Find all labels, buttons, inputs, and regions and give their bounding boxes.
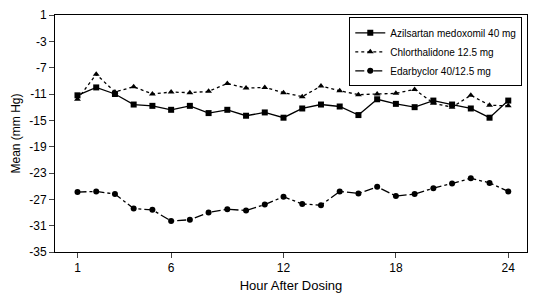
svg-text:24: 24 [502, 261, 516, 275]
svg-text:Azilsartan medoxomil 40 mg: Azilsartan medoxomil 40 mg [390, 28, 516, 39]
svg-text:-11: -11 [30, 87, 47, 101]
svg-text:12: 12 [277, 261, 291, 275]
svg-text:1: 1 [40, 8, 47, 22]
svg-text:18: 18 [389, 261, 403, 275]
svg-text:6: 6 [168, 261, 175, 275]
svg-text:-3: -3 [36, 35, 47, 49]
svg-text:-15: -15 [29, 114, 47, 128]
svg-text:Mean (mm Hg): Mean (mm Hg) [9, 93, 23, 173]
svg-text:Hour After Dosing: Hour After Dosing [240, 278, 343, 293]
svg-text:-35: -35 [29, 245, 47, 259]
svg-text:Chlorthalidone 12.5 mg: Chlorthalidone 12.5 mg [390, 47, 493, 58]
svg-text:-27: -27 [29, 193, 47, 207]
svg-text:-31: -31 [29, 219, 47, 233]
svg-text:-7: -7 [36, 61, 47, 75]
svg-text:-23: -23 [29, 166, 47, 180]
svg-text:-19: -19 [29, 140, 47, 154]
svg-text:Edarbyclor 40/12.5 mg: Edarbyclor 40/12.5 mg [390, 66, 491, 77]
svg-text:1: 1 [74, 261, 81, 275]
